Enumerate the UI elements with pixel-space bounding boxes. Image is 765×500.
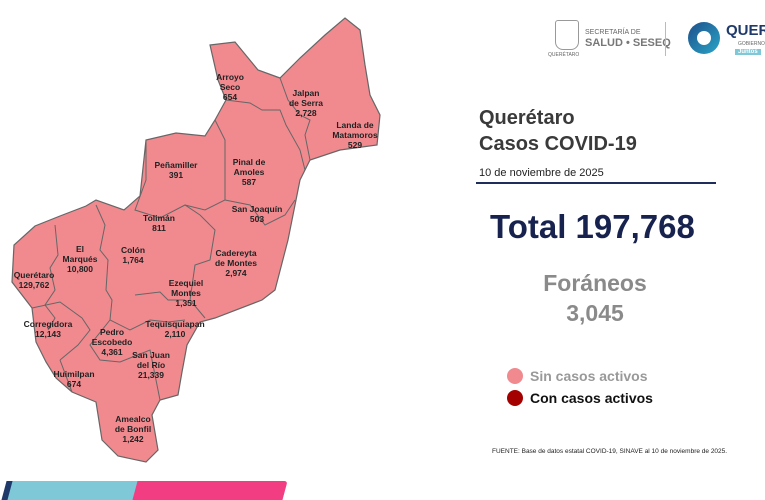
gov-logo-text: QUERÉ <box>726 22 765 39</box>
municipality-name: Jalpan de Serra <box>288 88 324 108</box>
municipality-label: Peñamiller 391 <box>155 160 198 180</box>
municipality-cases: 1,351 <box>175 298 197 308</box>
foraneos: Foráneos 3,045 <box>480 268 710 328</box>
municipality-name: El Marqués <box>62 244 98 264</box>
municipality-cases: 2,728 <box>295 108 317 118</box>
municipality-cases: 1,242 <box>122 434 144 444</box>
border <box>134 140 216 319</box>
title-line1: Querétaro <box>479 107 575 129</box>
border <box>279 77 311 161</box>
legend-inactive: Sin casos activos <box>530 368 648 384</box>
foraneos-value: 3,045 <box>566 300 624 326</box>
secretaria-line1: SECRETARÍA DE <box>585 29 641 36</box>
municipality-cases: 2,974 <box>225 268 247 278</box>
municipality-cases: 21,339 <box>137 370 164 380</box>
municipality-label: Ezequiel Montes 1,351 <box>169 278 203 308</box>
municipality-cases: 129,762 <box>18 280 50 290</box>
municipality-name: Tequisquiapan <box>145 319 205 329</box>
municipality-name: Landa de Matamoros <box>332 120 378 140</box>
page-title: Querétaro Casos COVID-19 <box>479 105 637 157</box>
title-line2: Casos COVID-19 <box>479 133 637 155</box>
border <box>31 301 91 361</box>
logo-divider <box>665 22 666 56</box>
municipality-name: Pinal de Amoles <box>232 157 266 177</box>
footer-bar-blue <box>7 481 143 500</box>
municipality-cases: 529 <box>347 140 363 150</box>
gov-logo-tag: Juntos <box>735 49 761 55</box>
state-outline <box>11 17 381 463</box>
municipality-label: Jalpan de Serra 2,728 <box>289 88 323 118</box>
border <box>224 199 296 226</box>
queretaro-map <box>11 17 381 463</box>
municipality-label: Pedro Escobedo 4,361 <box>92 327 133 357</box>
total-cases: Total 197,768 <box>490 208 695 245</box>
legend-dot-active <box>507 390 523 406</box>
municipality-cases: 674 <box>66 379 82 389</box>
municipality-label: Colón 1,764 <box>121 245 145 265</box>
footer-bar-pink <box>132 481 288 500</box>
municipality-label: San Juan del Río 21,339 <box>132 350 170 380</box>
municipality-name: Cadereyta de Montes <box>214 248 258 268</box>
queretaro-q-logo-icon <box>688 22 720 54</box>
municipality-label: Tequisquiapan 2,110 <box>145 319 204 339</box>
municipality-cases: 1,764 <box>122 255 144 265</box>
state-seal-icon <box>555 20 579 50</box>
municipality-cases: 2,110 <box>164 329 186 339</box>
municipality-name: San Juan del Río <box>132 350 170 370</box>
municipality-label: San Joaquín 503 <box>232 204 283 224</box>
border <box>95 204 186 331</box>
municipality-name: Amealco de Bonfil <box>114 414 152 434</box>
municipality-label: Amealco de Bonfil 1,242 <box>115 414 151 444</box>
municipality-cases: 12,143 <box>35 329 61 339</box>
municipality-label: Huimilpan 674 <box>53 369 94 389</box>
municipality-name: Pedro Escobedo <box>91 327 133 347</box>
municipality-label: El Marqués 10,800 <box>63 244 98 274</box>
municipality-name: Peñamiller <box>154 160 198 170</box>
municipality-name: Ezequiel Montes <box>168 278 204 298</box>
municipality-name: Arroyo Seco <box>216 72 244 92</box>
municipality-cases: 654 <box>222 92 238 102</box>
municipality-label: Landa de Matamoros 529 <box>332 120 377 150</box>
foraneos-label: Foráneos <box>543 270 647 296</box>
seal-caption: QUERÉTARO <box>548 52 580 58</box>
municipality-label: Querétaro 129,762 <box>14 270 55 290</box>
municipality-name: Tolimán <box>143 213 175 223</box>
municipality-name: Huimilpan <box>53 369 95 379</box>
border <box>59 359 73 393</box>
municipality-cases: 503 <box>249 214 265 224</box>
report-date: 10 de noviembre de 2025 <box>479 167 604 179</box>
municipality-cases: 587 <box>241 177 257 187</box>
municipality-label: Pinal de Amoles 587 <box>233 157 266 187</box>
border <box>44 224 59 331</box>
municipality-name: Querétaro <box>13 270 55 280</box>
municipality-label: Tolimán 811 <box>143 213 175 233</box>
title-underline <box>476 182 716 184</box>
municipality-cases: 811 <box>152 223 166 233</box>
source-note: FUENTE: Base de datos estatal COVID-19, … <box>492 448 728 455</box>
border <box>89 319 161 401</box>
municipality-cases: 391 <box>168 170 184 180</box>
border <box>225 99 306 171</box>
municipality-name: Colón <box>120 245 146 255</box>
border <box>134 291 185 301</box>
secretaria-line2: SALUD • SESEQ <box>585 37 671 49</box>
municipality-label: Corregidora 12,143 <box>24 319 73 339</box>
legend-dot-inactive <box>507 368 523 384</box>
municipality-label: Arroyo Seco 654 <box>216 72 244 102</box>
municipality-cases: 4,361 <box>101 347 123 357</box>
municipality-name: San Joaquín <box>231 204 283 214</box>
legend-active: Con casos activos <box>530 390 653 406</box>
gov-logo-sub: GOBIERNO <box>738 41 765 47</box>
municipality-cases: 10,800 <box>67 264 93 274</box>
municipality-label: Cadereyta de Montes 2,974 <box>215 248 257 278</box>
municipality-name: Corregidora <box>23 319 73 329</box>
